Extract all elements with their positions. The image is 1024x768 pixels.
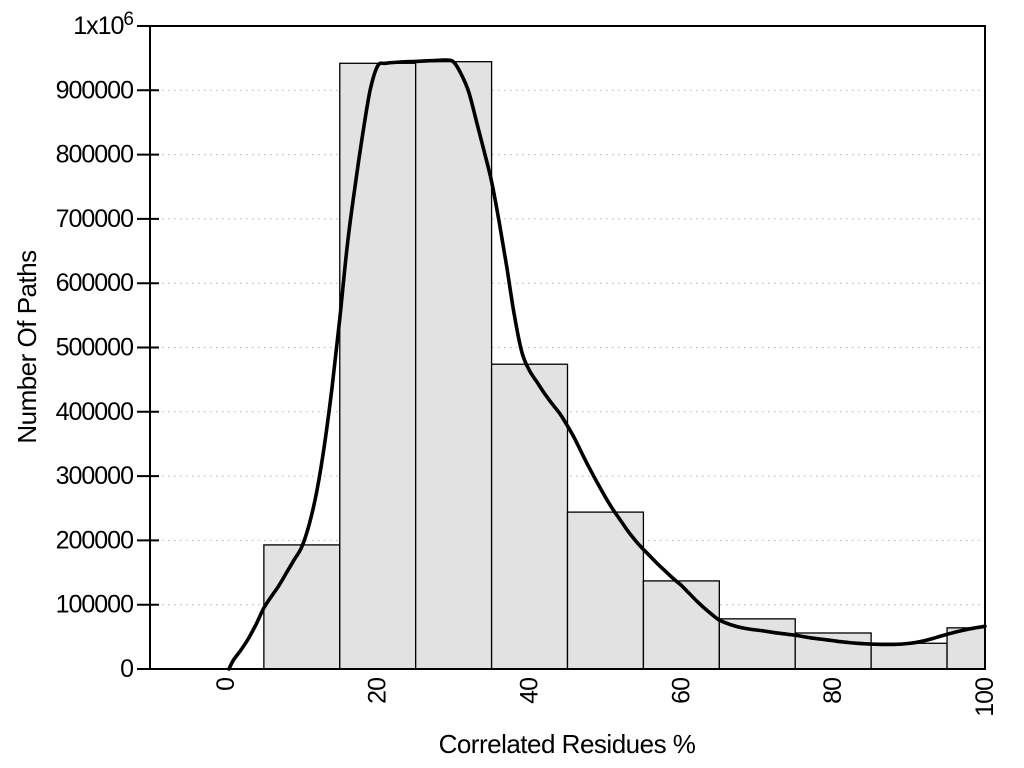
histogram-bar-45-55 — [566, 511, 645, 670]
y-tick-label-0: 0 — [120, 655, 133, 683]
y-tick-label-300000: 300000 — [56, 462, 134, 490]
histogram-bar-65-75 — [718, 618, 796, 670]
y-tick-label-1x106: 1x106 — [73, 9, 133, 40]
histogram-bar-55-65 — [642, 580, 720, 670]
x-tick-label-40: 40 — [516, 678, 544, 704]
x-axis-title: Correlated Residues % — [439, 729, 696, 759]
x-tick-label-80: 80 — [819, 678, 847, 704]
axis-layer — [137, 25, 986, 670]
y-tick-label-400000: 400000 — [56, 398, 134, 426]
y-tick-label-600000: 600000 — [56, 269, 134, 297]
y-tick-label-100000: 100000 — [56, 591, 134, 619]
curve-layer — [227, 58, 987, 671]
y-tick-label-900000: 900000 — [56, 76, 134, 104]
x-tick-label-60: 60 — [667, 678, 695, 704]
histogram-bar-85-95 — [870, 642, 948, 670]
y-tick-label-700000: 700000 — [56, 205, 134, 233]
x-tick-label-100: 100 — [971, 678, 999, 717]
bars-layer — [263, 61, 986, 670]
histogram-bar-35-45 — [490, 363, 569, 670]
density-curve — [227, 58, 987, 671]
histogram-bar-15-25 — [339, 62, 417, 670]
y-tick-label-500000: 500000 — [56, 334, 134, 362]
y-tick-label-800000: 800000 — [56, 141, 134, 169]
x-tick-label-20: 20 — [364, 678, 392, 704]
y-tick-label-200000: 200000 — [56, 526, 134, 554]
tick-label-layer: 0 100000 200000 300000 400000 500000 600000 700… — [56, 9, 999, 717]
histogram-bar-25-35 — [415, 61, 493, 670]
y-axis-title: Number Of Paths — [12, 250, 42, 444]
plot-border — [149, 25, 986, 670]
x-tick-label-0: 0 — [212, 678, 240, 691]
histogram-bar-5-15 — [263, 544, 341, 670]
